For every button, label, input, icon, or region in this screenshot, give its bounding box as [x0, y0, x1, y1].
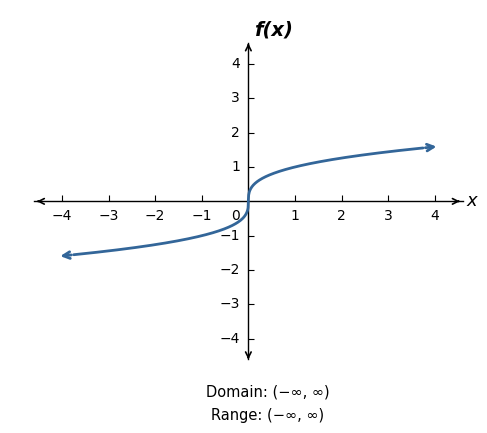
Text: 1: 1 — [231, 160, 240, 174]
Text: −2: −2 — [145, 209, 166, 223]
Text: 4: 4 — [231, 57, 240, 71]
Text: x: x — [467, 192, 477, 210]
Text: −2: −2 — [220, 263, 240, 277]
Text: −4: −4 — [52, 209, 72, 223]
Text: 2: 2 — [231, 126, 240, 139]
Text: f(x): f(x) — [254, 21, 293, 40]
Text: −3: −3 — [220, 297, 240, 311]
Text: 0: 0 — [231, 209, 240, 223]
Text: −3: −3 — [98, 209, 119, 223]
Text: 3: 3 — [231, 91, 240, 105]
Text: 3: 3 — [384, 209, 393, 223]
Text: −1: −1 — [220, 229, 240, 243]
Text: −1: −1 — [191, 209, 212, 223]
Text: 4: 4 — [431, 209, 439, 223]
Text: 2: 2 — [337, 209, 346, 223]
Text: Range: (−∞, ∞): Range: (−∞, ∞) — [211, 408, 324, 423]
Text: 1: 1 — [291, 209, 300, 223]
Text: −4: −4 — [220, 332, 240, 346]
Text: Domain: (−∞, ∞): Domain: (−∞, ∞) — [206, 385, 330, 399]
